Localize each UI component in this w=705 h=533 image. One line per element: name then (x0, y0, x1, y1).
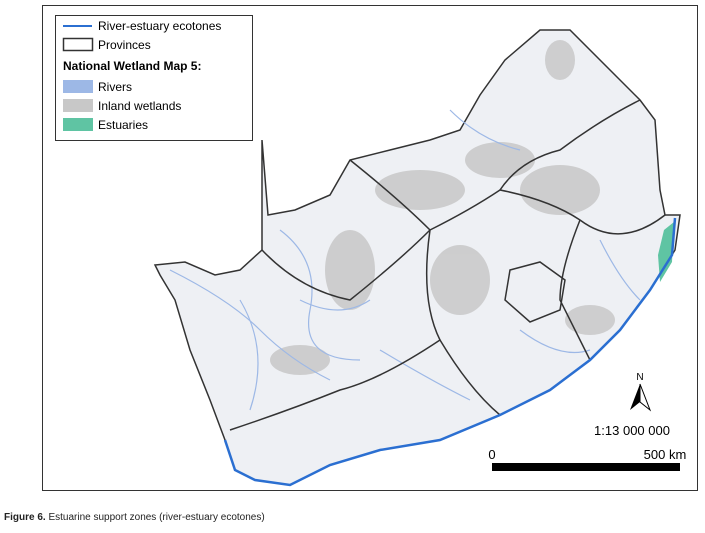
north-arrow-left (630, 384, 640, 410)
rivers (169, 109, 641, 411)
legend-label: Inland wetlands (98, 99, 181, 113)
map-figure: River-estuary ecotones Provinces Nationa… (42, 5, 698, 491)
legend-label: Rivers (98, 80, 132, 94)
scale-bar-label: 0 (488, 447, 495, 462)
legend-swatch (62, 37, 94, 52)
country (153, 29, 681, 487)
scale-bar (492, 463, 680, 471)
estuaries (658, 222, 674, 282)
legend-swatch (63, 118, 93, 131)
scale-bar-label: 500 km (644, 447, 687, 462)
river-estuary-ecotones (223, 217, 677, 487)
north-arrow: N (630, 372, 652, 412)
caption-label: Figure 6. (4, 512, 46, 523)
north-arrow-right (639, 383, 652, 412)
legend-swatch (63, 80, 93, 93)
legend: River-estuary ecotones Provinces Nationa… (55, 15, 253, 141)
north-label: N (636, 372, 643, 383)
legend-swatch (63, 99, 93, 112)
caption: Figure 6. Estuarine support zones (river… (4, 512, 265, 523)
legend-label: River-estuary ecotones (98, 19, 221, 33)
legend-label: Estuaries (98, 118, 148, 132)
scale-ratio: 1:13 000 000 (594, 423, 670, 438)
province-boundaries (229, 99, 666, 431)
legend-heading: National Wetland Map 5: (63, 59, 201, 73)
caption-text: Estuarine support zones (river-estuary e… (48, 512, 265, 523)
legend-label: Provinces (98, 38, 151, 52)
